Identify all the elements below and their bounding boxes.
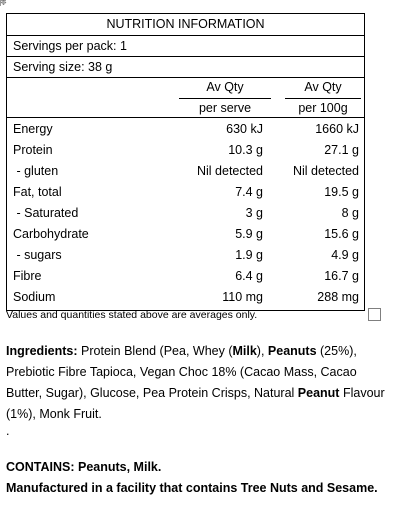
ingredients-heading: Ingredients: — [6, 344, 78, 358]
per-serve-header-line2: per serve — [198, 100, 252, 115]
contains-line: CONTAINS: Peanuts, Milk. — [6, 460, 162, 474]
per-serve-header-line1: Av Qty — [179, 78, 271, 99]
per-100g-header-line1: Av Qty — [285, 78, 361, 99]
per-serve-value: 1.9 g — [235, 248, 263, 262]
nutrient-label: - sugars — [13, 248, 62, 262]
nutrient-label: - gluten — [13, 164, 59, 178]
ingredients-text: (25%), Prebiotic Fibre Tapioca, Vegan Ch… — [6, 344, 357, 400]
per-serve-value: 7.4 g — [235, 185, 263, 199]
nutrient-label: Fat, total — [13, 185, 62, 199]
per-100g-value: 15.6 g — [324, 227, 359, 241]
per-100g-header-line2: per 100g — [298, 100, 348, 115]
averages-footnote: Values and quantities stated above are a… — [6, 309, 258, 321]
per-100g-header: Av Qty per 100g — [285, 78, 361, 117]
table-row: - gluten Nil detected Nil detected — [7, 161, 364, 182]
document-corner-mark — [0, 0, 6, 6]
ingredients-text: Protein Blend (Pea, Whey ( — [77, 344, 233, 358]
per-100g-value: 288 mg — [317, 290, 359, 304]
servings-per-pack: Servings per pack: 1 — [7, 36, 364, 57]
nutrient-label: Energy — [13, 122, 53, 136]
nutrient-rows: Energy 630 kJ 1660 kJ Protein 10.3 g 27.… — [7, 118, 364, 310]
per-serve-value: Nil detected — [196, 164, 263, 178]
per-serve-value: 3 g — [245, 206, 263, 220]
per-100g-value: 1660 kJ — [315, 122, 359, 136]
table-row: Protein 10.3 g 27.1 g — [7, 140, 364, 161]
table-row: Sodium 110 mg 288 mg — [7, 287, 364, 308]
per-serve-header: Av Qty per serve — [179, 78, 271, 117]
allergen-milk: Milk — [232, 344, 257, 358]
per-100g-value: 4.9 g — [331, 248, 359, 262]
table-row: - Saturated 3 g 8 g — [7, 203, 364, 224]
nutrient-label: Fibre — [13, 269, 42, 283]
panel-title: NUTRITION INFORMATION — [7, 14, 364, 36]
nutrient-label: - Saturated — [13, 206, 79, 220]
per-serve-value: 110 mg — [222, 290, 263, 304]
per-100g-value: 16.7 g — [324, 269, 359, 283]
per-100g-value: 8 g — [341, 206, 359, 220]
allergen-peanut: Peanut — [297, 386, 340, 400]
per-100g-value: Nil detected — [292, 164, 359, 178]
nutrient-label: Carbohydrate — [13, 227, 89, 241]
per-serve-value: 5.9 g — [235, 227, 263, 241]
per-100g-value: 27.1 g — [324, 143, 359, 157]
stray-dot: . — [6, 424, 10, 438]
nutrition-information-panel: NUTRITION INFORMATION Servings per pack:… — [6, 13, 365, 311]
serving-size: Serving size: 38 g — [7, 57, 364, 78]
table-row: Fat, total 7.4 g 19.5 g — [7, 182, 364, 203]
table-row: Fibre 6.4 g 16.7 g — [7, 266, 364, 287]
table-row: - sugars 1.9 g 4.9 g — [7, 245, 364, 266]
allergen-statement: CONTAINS: Peanuts, Milk. Manufactured in… — [6, 457, 401, 499]
checkbox[interactable] — [368, 308, 381, 321]
table-row: Carbohydrate 5.9 g 15.6 g — [7, 224, 364, 245]
table-move-handle-icon[interactable]: ✥ — [0, 0, 7, 7]
ingredients-text: ), — [256, 344, 268, 358]
allergen-peanuts: Peanuts — [267, 344, 317, 358]
ingredients-paragraph: Ingredients: Protein Blend (Pea, Whey (M… — [6, 341, 396, 425]
per-serve-value: 630 kJ — [226, 122, 263, 136]
per-100g-value: 19.5 g — [324, 185, 359, 199]
per-serve-value: 6.4 g — [235, 269, 263, 283]
table-row: Energy 630 kJ 1660 kJ — [7, 119, 364, 140]
per-serve-value: 10.3 g — [228, 143, 263, 157]
nutrient-label: Sodium — [13, 290, 56, 304]
column-headers: Av Qty per serve Av Qty per 100g — [7, 78, 364, 118]
ingredients-text: Flavour (1%), Monk Fruit. — [6, 386, 385, 421]
facility-line: Manufactured in a facility that contains… — [6, 481, 378, 495]
nutrient-label: Protein — [13, 143, 53, 157]
